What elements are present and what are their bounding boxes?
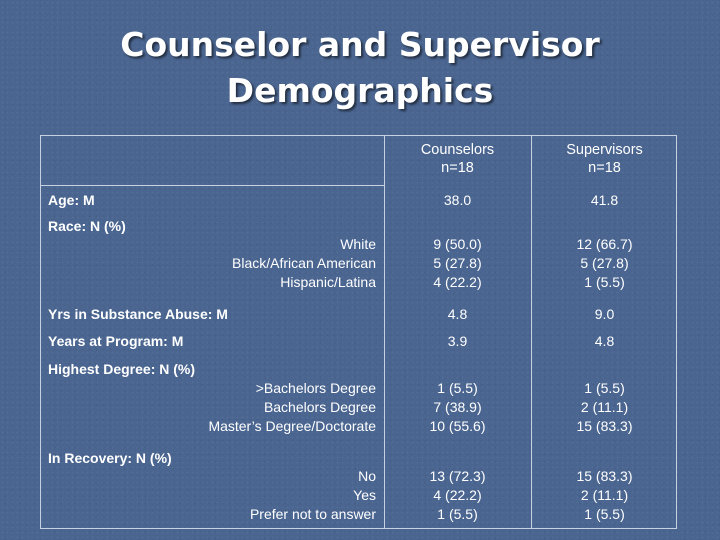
race-sublabels: White Black/African American Hispanic/La… [232,235,376,292]
row-label-yrs-substance: Yrs in Substance Abuse: M [48,306,228,322]
race-sublabel: White [340,236,376,252]
yrs-substance-counselors: 4.8 [447,306,468,322]
recovery-sublabel: No [358,468,376,484]
years-program-supervisors: 4.8 [594,333,615,349]
recovery-sublabel: Prefer not to answer [249,506,376,522]
recovery-sublabel: Yes [353,487,376,503]
degree-value: 10 (55.6) [429,418,486,434]
degree-sublabel: Master’s Degree/Doctorate [208,418,376,434]
slide-title: Counselor and Supervisor Demographics [0,22,720,114]
row-label-race: Race: N (%) [48,218,126,234]
degree-value: 1 (5.5) [584,380,625,396]
recovery-value: 15 (83.3) [576,468,633,484]
race-value: 5 (27.8) [580,255,629,271]
race-supervisors: 12 (66.7) 5 (27.8) 1 (5.5) [531,235,678,292]
title-line-1: Counselor and Supervisor [120,25,600,64]
degree-supervisors: 1 (5.5) 2 (11.1) 15 (83.3) [531,379,678,436]
row-label-age: Age: M [48,192,95,208]
recovery-value: 4 (22.2) [433,487,482,503]
row-label-degree: Highest Degree: N (%) [48,361,196,377]
degree-counselors: 1 (5.5) 7 (38.9) 10 (55.6) [384,379,531,436]
column-divider [384,136,385,528]
recovery-value: 1 (5.5) [584,506,625,522]
degree-value: 15 (83.3) [576,418,633,434]
recovery-sublabels: No Yes Prefer not to answer [250,467,376,524]
header-divider [41,185,384,186]
race-value: 12 (66.7) [576,236,633,252]
header-counselors-n: n=18 [441,160,474,176]
recovery-value: 2 (11.1) [580,487,629,503]
recovery-counselors: 13 (72.3) 4 (22.2) 1 (5.5) [384,467,531,524]
race-sublabel: Hispanic/Latina [280,274,376,290]
race-value: 1 (5.5) [584,274,625,290]
race-value: 5 (27.8) [433,255,482,271]
age-counselors: 38.0 [443,192,472,208]
column-divider [531,136,532,528]
age-supervisors: 41.8 [590,192,619,208]
demographics-table: Counselors n=18 Supervisors n=18 Age: M … [40,135,677,529]
title-line-2: Demographics [226,71,494,110]
header-counselors-label: Counselors [420,142,495,158]
degree-value: 1 (5.5) [437,380,478,396]
header-supervisors: Supervisors n=18 [531,141,678,177]
row-label-years-program: Years at Program: M [48,333,184,349]
degree-sublabel: Bachelors Degree [263,399,376,415]
race-counselors: 9 (50.0) 5 (27.8) 4 (22.2) [384,235,531,292]
header-counselors: Counselors n=18 [384,141,531,177]
race-sublabel: Black/African American [232,255,376,271]
yrs-substance-supervisors: 9.0 [594,306,615,322]
degree-sublabels: >Bachelors Degree Bachelors Degree Maste… [208,379,376,436]
row-label-recovery: In Recovery: N (%) [48,450,172,466]
recovery-value: 1 (5.5) [437,506,478,522]
race-value: 9 (50.0) [433,236,482,252]
recovery-value: 13 (72.3) [429,468,486,484]
degree-value: 7 (38.9) [433,399,482,415]
header-supervisors-label: Supervisors [566,142,643,158]
race-value: 4 (22.2) [433,274,482,290]
degree-sublabel: >Bachelors Degree [255,380,376,396]
header-supervisors-n: n=18 [588,160,621,176]
degree-value: 2 (11.1) [580,399,629,415]
years-program-counselors: 3.9 [447,333,468,349]
recovery-supervisors: 15 (83.3) 2 (11.1) 1 (5.5) [531,467,678,524]
